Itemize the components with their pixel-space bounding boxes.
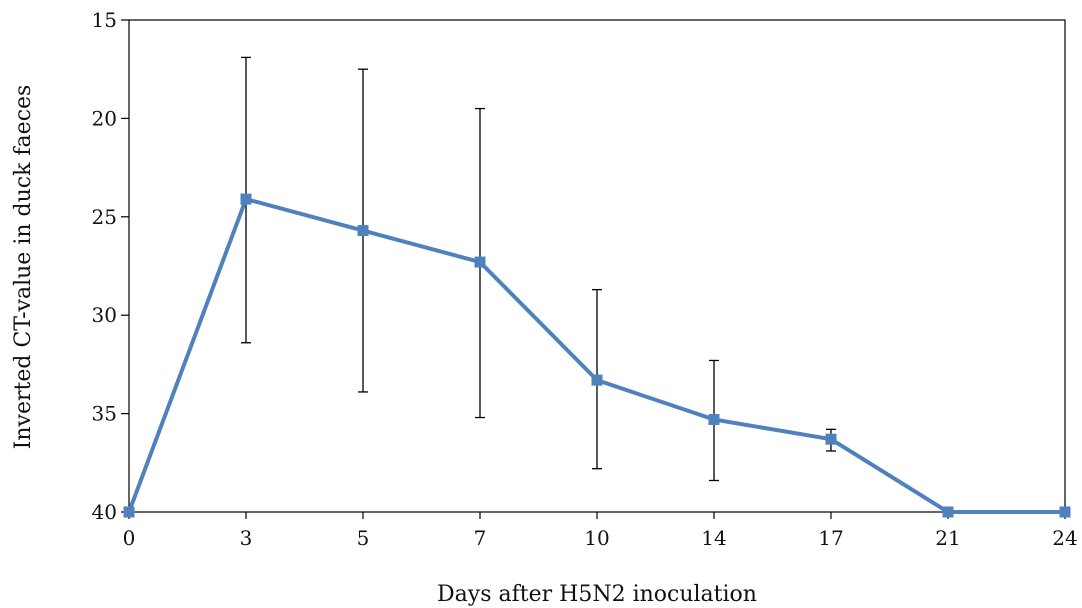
x-tick-label: 14 bbox=[701, 526, 726, 550]
x-tick-label: 3 bbox=[240, 526, 253, 550]
x-tick-label: 5 bbox=[357, 526, 370, 550]
data-point bbox=[708, 414, 720, 426]
y-tick-label: 40 bbox=[92, 500, 117, 524]
y-tick-label: 30 bbox=[92, 303, 117, 327]
data-point bbox=[357, 225, 369, 237]
x-tick-label: 10 bbox=[584, 526, 609, 550]
data-point bbox=[591, 374, 603, 386]
y-tick-label: 20 bbox=[92, 106, 117, 130]
x-tick-label: 17 bbox=[818, 526, 843, 550]
x-tick-label: 7 bbox=[474, 526, 487, 550]
y-tick-label: 35 bbox=[92, 402, 117, 426]
data-point bbox=[825, 433, 837, 445]
data-point bbox=[240, 193, 252, 205]
data-point bbox=[474, 256, 486, 268]
x-tick-label: 0 bbox=[123, 526, 136, 550]
x-tick-label: 24 bbox=[1052, 526, 1077, 550]
y-axis-title: Inverted CT-value in duck faeces bbox=[11, 85, 36, 450]
y-tick-label: 25 bbox=[92, 205, 117, 229]
y-tick-label: 15 bbox=[92, 8, 117, 32]
x-tick-label: 21 bbox=[935, 526, 960, 550]
data-point bbox=[1059, 506, 1071, 518]
data-point bbox=[123, 506, 135, 518]
data-point bbox=[942, 506, 954, 518]
x-axis-title: Days after H5N2 inoculation bbox=[437, 582, 757, 607]
